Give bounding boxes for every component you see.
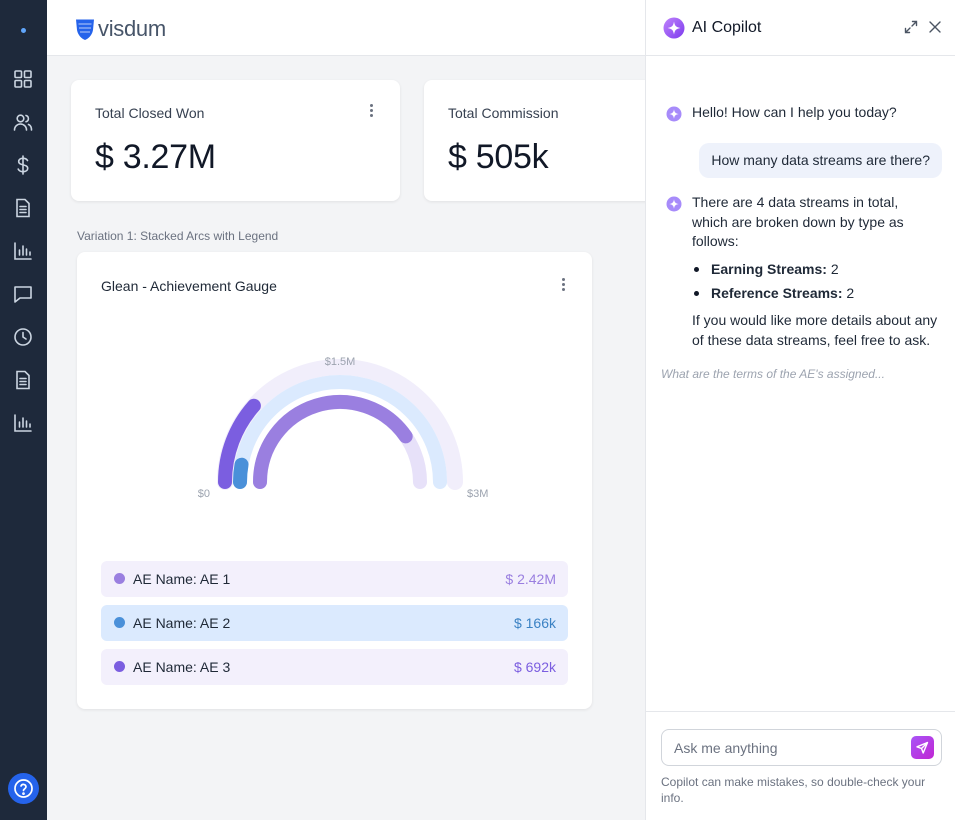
grid-icon[interactable] (12, 68, 34, 90)
variation-label: Variation 1: Stacked Arcs with Legend (77, 229, 279, 243)
chat-icon[interactable] (12, 283, 34, 305)
brand-logo[interactable]: visdum (75, 16, 166, 42)
kpi-card-commission: Total Commission $ 505k (424, 80, 684, 201)
ai-answer-outro: If you would like more details about any… (692, 312, 938, 348)
document-icon[interactable] (12, 197, 34, 219)
legend-dot (114, 661, 125, 672)
legend-value: $ 692k (513, 659, 556, 675)
bar-chart-icon[interactable] (12, 412, 34, 434)
list-item-value: 2 (846, 285, 855, 301)
shield-logo-icon (76, 19, 94, 40)
bar-chart-icon[interactable] (12, 240, 34, 262)
expand-icon[interactable] (903, 19, 919, 35)
copilot-title: AI Copilot (692, 19, 762, 36)
brand-name: visdum (98, 16, 166, 41)
gauge-track-inner (253, 395, 427, 489)
gauge-chart: $1.5M $0 $3M (198, 356, 489, 500)
ask-input-box (661, 729, 942, 766)
list-item-label: Reference Streams: (711, 285, 843, 301)
document-icon[interactable] (12, 369, 34, 391)
axis-min-label: $0 (198, 488, 210, 500)
gauge-title: Glean - Achievement Gauge (101, 278, 277, 294)
more-options-icon[interactable] (558, 276, 568, 294)
copilot-disclaimer: Copilot can make mistakes, so double-che… (661, 775, 926, 805)
send-button[interactable] (911, 736, 934, 759)
legend-name: AE Name: AE 1 (133, 571, 231, 587)
gauge-track-middle (233, 375, 447, 489)
kpi-value: $ 3.27M (95, 138, 216, 176)
gauge-arc-ae3[interactable] (218, 398, 261, 489)
main-content: visdum Total Closed Won $ 3.27M Total Co… (47, 0, 684, 820)
axis-max-label: $3M (467, 488, 488, 500)
list-item-label: Earning Streams: (711, 261, 827, 277)
kpi-title: Total Commission (448, 105, 559, 121)
legend-name: AE Name: AE 2 (133, 615, 231, 631)
ai-answer-list: Earning Streams: 2 Reference Streams: 2 (692, 260, 854, 308)
legend-dot (114, 617, 125, 628)
close-icon[interactable] (927, 19, 943, 35)
achievement-gauge-card: Glean - Achievement Gauge $1.5M $0 $3M A… (77, 252, 592, 709)
list-item: Earning Streams: 2 (692, 260, 854, 284)
legend-value: $ 166k (513, 615, 556, 631)
users-icon[interactable] (12, 111, 34, 133)
ai-answer-intro: There are 4 data streams in total, which… (692, 194, 904, 249)
copilot-sparkle-icon (663, 17, 685, 39)
axis-mid-label: $1.5M (325, 356, 356, 368)
active-indicator-dot (21, 28, 26, 33)
list-item-value: 2 (830, 261, 839, 277)
legend-item-ae3[interactable]: AE Name: AE 3 $ 692k (101, 649, 568, 685)
more-options-icon[interactable] (366, 102, 376, 120)
help-button[interactable] (8, 773, 39, 804)
gauge-arc-ae1[interactable] (253, 395, 413, 489)
kpi-card-closed-won: Total Closed Won $ 3.27M (71, 80, 400, 201)
list-item: Reference Streams: 2 (692, 284, 854, 308)
gauge-arc-ae2[interactable] (233, 457, 249, 489)
top-bar: visdum (47, 0, 645, 56)
send-icon (916, 741, 929, 754)
ask-input[interactable] (674, 730, 904, 765)
ai-avatar-icon (666, 106, 682, 122)
legend-value: $ 2.42M (505, 571, 556, 587)
ai-greeting-message: Hello! How can I help you today? (692, 104, 897, 120)
legend-dot (114, 573, 125, 584)
ai-avatar-icon (666, 196, 682, 212)
copilot-footer: Copilot can make mistakes, so double-che… (646, 711, 955, 820)
legend-item-ae1[interactable]: AE Name: AE 1 $ 2.42M (101, 561, 568, 597)
copilot-header: AI Copilot (646, 0, 955, 56)
suggested-prompt[interactable]: What are the terms of the AE's assigned.… (661, 367, 885, 381)
legend-name: AE Name: AE 3 (133, 659, 231, 675)
dollar-icon[interactable] (12, 154, 34, 176)
legend-item-ae2[interactable]: AE Name: AE 2 $ 166k (101, 605, 568, 641)
user-message-bubble: How many data streams are there? (699, 143, 942, 178)
kpi-value: $ 505k (448, 138, 549, 176)
ai-copilot-panel: AI Copilot Hello! How can I help you tod… (645, 0, 955, 820)
sidebar (0, 0, 47, 820)
kpi-title: Total Closed Won (95, 105, 205, 121)
help-icon (14, 779, 33, 798)
clock-icon[interactable] (12, 326, 34, 348)
